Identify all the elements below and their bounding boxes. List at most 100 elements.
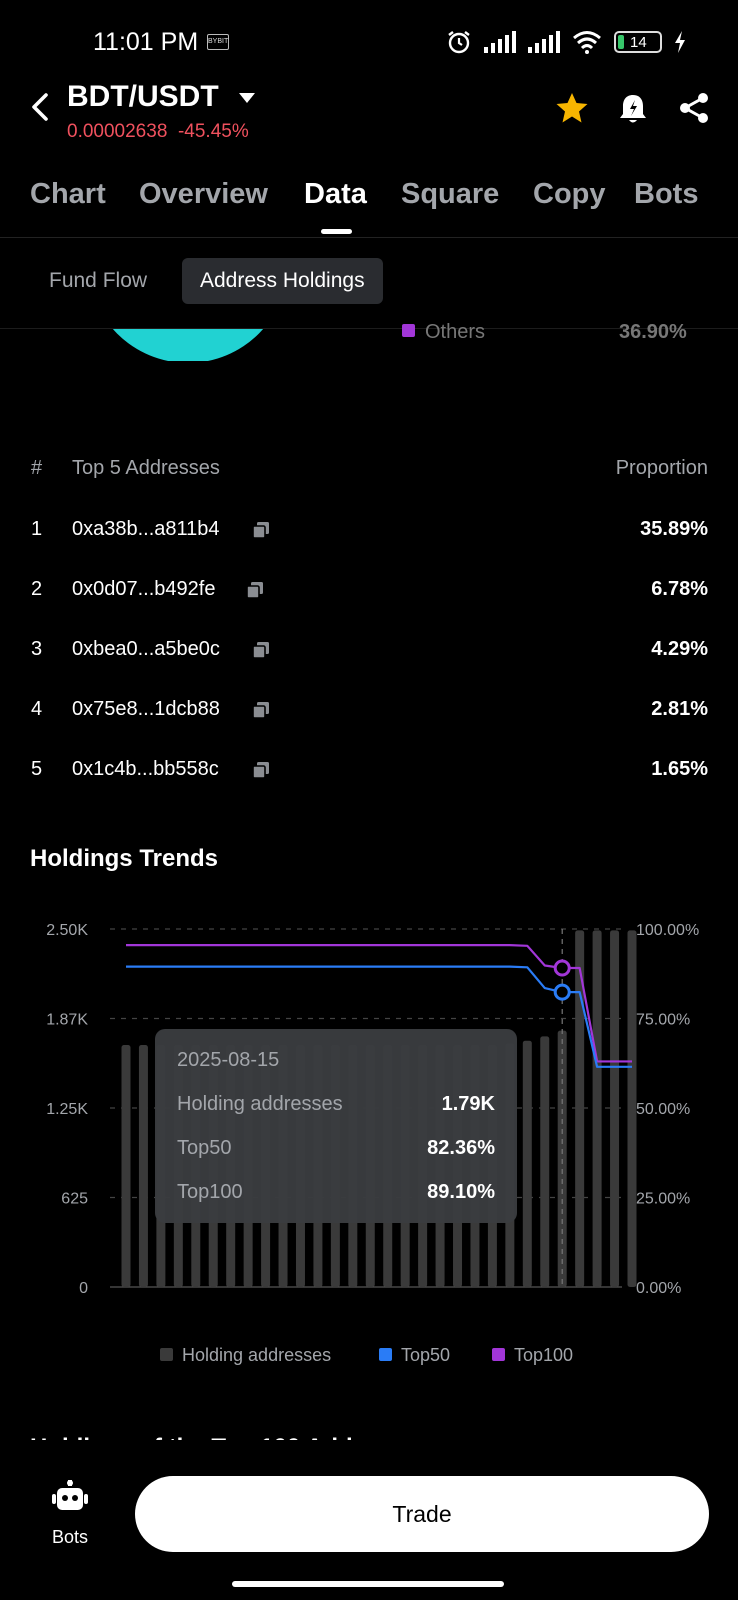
others-swatch (402, 324, 415, 337)
y-right-tick-label: 100.00% (636, 922, 699, 939)
bar-holding-addresses (557, 1030, 567, 1287)
tooltip-label: Holding addresses (177, 1093, 343, 1115)
tooltip-date: 2025-08-15 (177, 1049, 280, 1071)
charging-icon (675, 31, 685, 53)
line-top100 (126, 944, 632, 1063)
y-right-tick-label: 25.00% (636, 1191, 690, 1208)
marker-top50 (553, 983, 571, 1001)
tab-bots[interactable]: Bots (634, 178, 699, 210)
bar-holding-addresses (592, 930, 602, 1287)
tab-copy[interactable]: Copy (533, 178, 606, 210)
col-proportion-header: Proportion (615, 457, 708, 479)
tab-overview[interactable]: Overview (139, 178, 268, 210)
star-icon[interactable] (555, 92, 589, 124)
pie-legend-others: Others (402, 321, 485, 344)
holdings-trends-title: Holdings Trends (30, 845, 219, 872)
legend-label: Top50 (401, 1345, 451, 1365)
price-line: 0.00002638 -45.45% (67, 121, 249, 143)
battery-icon: 14 (614, 31, 662, 53)
legend-top100[interactable]: Top100 (492, 1345, 573, 1366)
tooltip-row-holding: Holding addresses 1.79K (177, 1093, 495, 1116)
tooltip-label: Top100 (177, 1181, 243, 1203)
y-right-tick-label: 50.00% (636, 1101, 690, 1118)
row-proportion: 1.65% (651, 758, 708, 780)
pair-title[interactable]: BDT/USDT (67, 80, 219, 113)
address-row: 3 0xbea0...a5be0c 4.29% (0, 638, 738, 678)
pie-legend-others-label: Others (425, 321, 486, 343)
bar-holding-addresses (138, 1044, 148, 1287)
tooltip-value: 89.10% (427, 1181, 495, 1203)
col-address-header: Top 5 Addresses (72, 457, 220, 479)
status-icons: 14 (446, 26, 686, 58)
holdings-pie-chart (80, 329, 300, 361)
price-alert-bell-icon[interactable] (618, 92, 648, 126)
subtab-address-holdings[interactable]: Address Holdings (182, 258, 383, 304)
subtab-fund-flow[interactable]: Fund Flow (49, 269, 148, 292)
y-left-tick-label: 1.87K (46, 1012, 88, 1029)
copy-icon[interactable] (252, 521, 270, 539)
bot-icon[interactable] (52, 1480, 88, 1516)
wifi-icon (573, 31, 601, 54)
address-row: 4 0x75e8...1dcb88 2.81% (0, 698, 738, 738)
row-address: 0xa38b...a811b4 (72, 518, 220, 540)
legend-swatch (492, 1348, 505, 1361)
row-proportion: 4.29% (651, 638, 708, 660)
row-index: 5 (31, 758, 43, 780)
tooltip-value: 82.36% (427, 1137, 495, 1159)
app-badge-icon: BYBIT (207, 34, 229, 50)
copy-icon[interactable] (252, 761, 270, 779)
tab-chart[interactable]: Chart (30, 178, 106, 210)
legend-label: Top100 (514, 1345, 574, 1365)
tooltip-row-top50: Top50 82.36% (177, 1137, 495, 1160)
bar-holding-addresses (575, 930, 585, 1287)
bots-label[interactable]: Bots (52, 1527, 89, 1547)
bar-holding-addresses (610, 930, 620, 1287)
legend-top50[interactable]: Top50 (379, 1345, 450, 1366)
price-change: -45.45% (177, 121, 249, 142)
row-index: 4 (31, 698, 43, 720)
copy-icon[interactable] (252, 641, 270, 659)
y-right-tick-label: 75.00% (636, 1012, 690, 1029)
last-price: 0.00002638 (67, 121, 168, 142)
pie-chart-bottom (88, 329, 288, 361)
col-index-header: # (31, 457, 43, 479)
chart-legend: Holding addresses Top50 Top100 (0, 1345, 738, 1369)
legend-label: Holding addresses (182, 1345, 332, 1365)
row-proportion: 2.81% (651, 698, 708, 720)
alarm-icon (448, 31, 470, 54)
pie-legend-others-value: 36.90% (619, 321, 687, 343)
bar-holding-addresses (627, 930, 637, 1287)
row-proportion: 6.78% (651, 578, 708, 600)
tab-square[interactable]: Square (401, 178, 500, 210)
row-proportion: 35.89% (640, 518, 708, 540)
y-right-tick-label: 0.00% (636, 1280, 681, 1297)
address-row: 2 0x0d07...b492fe 6.78% (0, 578, 738, 618)
share-icon[interactable] (678, 92, 710, 124)
legend-holding-addresses[interactable]: Holding addresses (160, 1345, 331, 1366)
row-address: 0x1c4b...bb558c (72, 758, 219, 780)
tab-data[interactable]: Data (304, 178, 367, 210)
y-left-tick-label: 0 (79, 1280, 88, 1297)
signal-icon-2 (528, 31, 560, 53)
status-time: 11:01 PM (93, 28, 199, 56)
home-indicator[interactable] (232, 1581, 504, 1587)
address-row: 1 0xa38b...a811b4 35.89% (0, 518, 738, 558)
y-left-tick-label: 1.25K (46, 1101, 88, 1118)
row-index: 3 (31, 638, 43, 660)
row-address: 0x75e8...1dcb88 (72, 698, 220, 720)
copy-icon[interactable] (252, 701, 270, 719)
signal-icon (484, 31, 516, 53)
row-index: 1 (31, 518, 43, 540)
bar-holding-addresses (121, 1044, 131, 1287)
caret-down-icon[interactable] (238, 92, 256, 104)
row-address: 0xbea0...a5be0c (72, 638, 220, 660)
back-arrow-icon[interactable] (30, 92, 50, 122)
bar-holding-addresses (522, 1040, 532, 1287)
y-left-tick-label: 625 (61, 1191, 88, 1208)
trade-button[interactable]: Trade (135, 1476, 709, 1552)
main-tabs: Chart Overview Data Square Copy Bots (0, 178, 738, 232)
copy-icon[interactable] (246, 581, 264, 599)
tabs-divider (0, 237, 738, 238)
chart-tooltip: 2025-08-15 Holding addresses 1.79K Top50 8… (155, 1029, 517, 1223)
battery-level: 14 (630, 34, 647, 51)
